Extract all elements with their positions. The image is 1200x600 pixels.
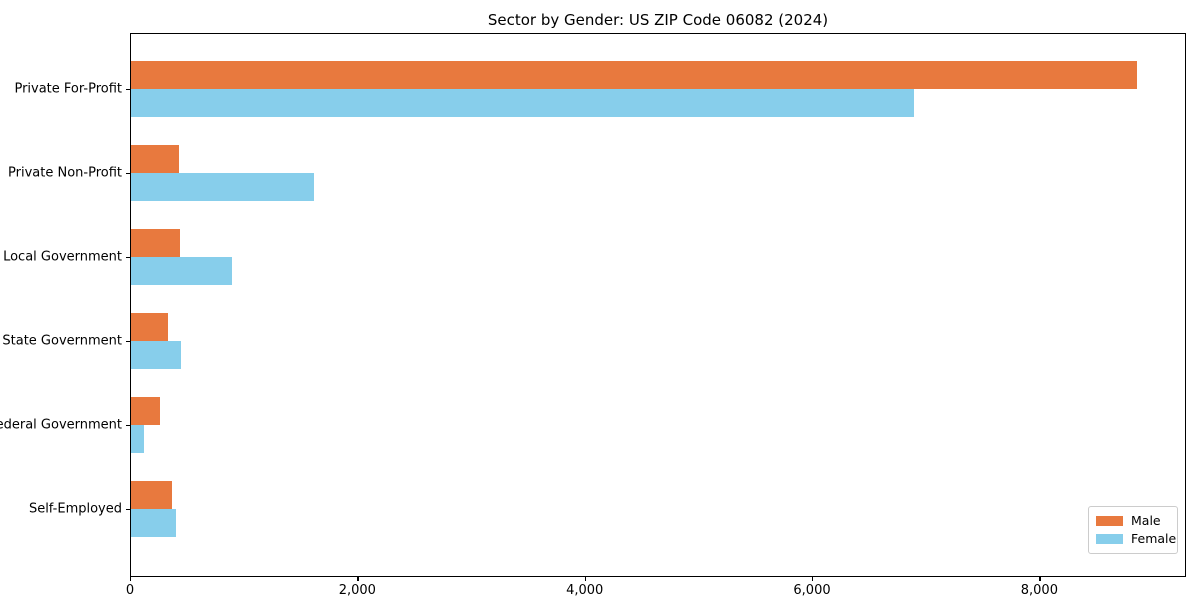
y-tick-label-local-government: Local Government xyxy=(3,249,122,265)
x-tick-label-2-000: 2,000 xyxy=(338,583,376,598)
x-tick-mark xyxy=(130,577,132,581)
y-tick-mark xyxy=(126,173,130,175)
bar-male-federal-government xyxy=(131,397,160,425)
bar-female-private-for-profit xyxy=(131,89,915,117)
bar-female-local-government xyxy=(131,257,233,285)
bar-female-federal-government xyxy=(131,425,145,453)
x-tick-label-4-000: 4,000 xyxy=(566,583,604,598)
y-tick-label-self-employed: Self-Employed xyxy=(28,501,122,517)
bar-female-self-employed xyxy=(131,509,177,537)
y-tick-label-state-government: State Government xyxy=(2,333,122,349)
y-tick-label-private-for-profit: Private For-Profit xyxy=(14,81,122,97)
bar-male-private-non-profit xyxy=(131,145,179,173)
x-tick-mark xyxy=(1039,577,1041,581)
x-tick-label-8-000: 8,000 xyxy=(1020,583,1058,598)
legend: Male Female xyxy=(1088,506,1178,554)
x-tick-mark xyxy=(584,577,586,581)
legend-label-female: Female xyxy=(1131,531,1177,546)
y-tick-mark xyxy=(126,257,130,259)
x-tick-mark xyxy=(357,577,359,581)
bar-female-private-non-profit xyxy=(131,173,314,201)
x-tick-mark xyxy=(812,577,814,581)
y-tick-mark xyxy=(126,341,130,343)
chart-title: Sector by Gender: US ZIP Code 06082 (202… xyxy=(487,11,829,29)
y-tick-label-federal-government: Federal Government xyxy=(0,417,122,433)
x-tick-label-0: 0 xyxy=(125,583,135,598)
bar-male-private-for-profit xyxy=(131,61,1137,89)
y-tick-mark xyxy=(126,425,130,427)
plot-area xyxy=(130,33,1186,577)
y-tick-mark xyxy=(126,89,130,91)
bar-male-local-government xyxy=(131,229,180,257)
legend-row-male: Male xyxy=(1096,512,1170,530)
legend-swatch-male xyxy=(1096,516,1123,526)
legend-row-female: Female xyxy=(1096,530,1176,548)
legend-swatch-female xyxy=(1096,534,1123,544)
bar-male-state-government xyxy=(131,313,168,341)
x-tick-label-6-000: 6,000 xyxy=(793,583,831,598)
y-tick-label-private-non-profit: Private Non-Profit xyxy=(8,165,122,181)
bar-female-state-government xyxy=(131,341,181,369)
y-tick-mark xyxy=(126,509,130,511)
bar-male-self-employed xyxy=(131,481,172,509)
legend-label-male: Male xyxy=(1131,513,1161,528)
